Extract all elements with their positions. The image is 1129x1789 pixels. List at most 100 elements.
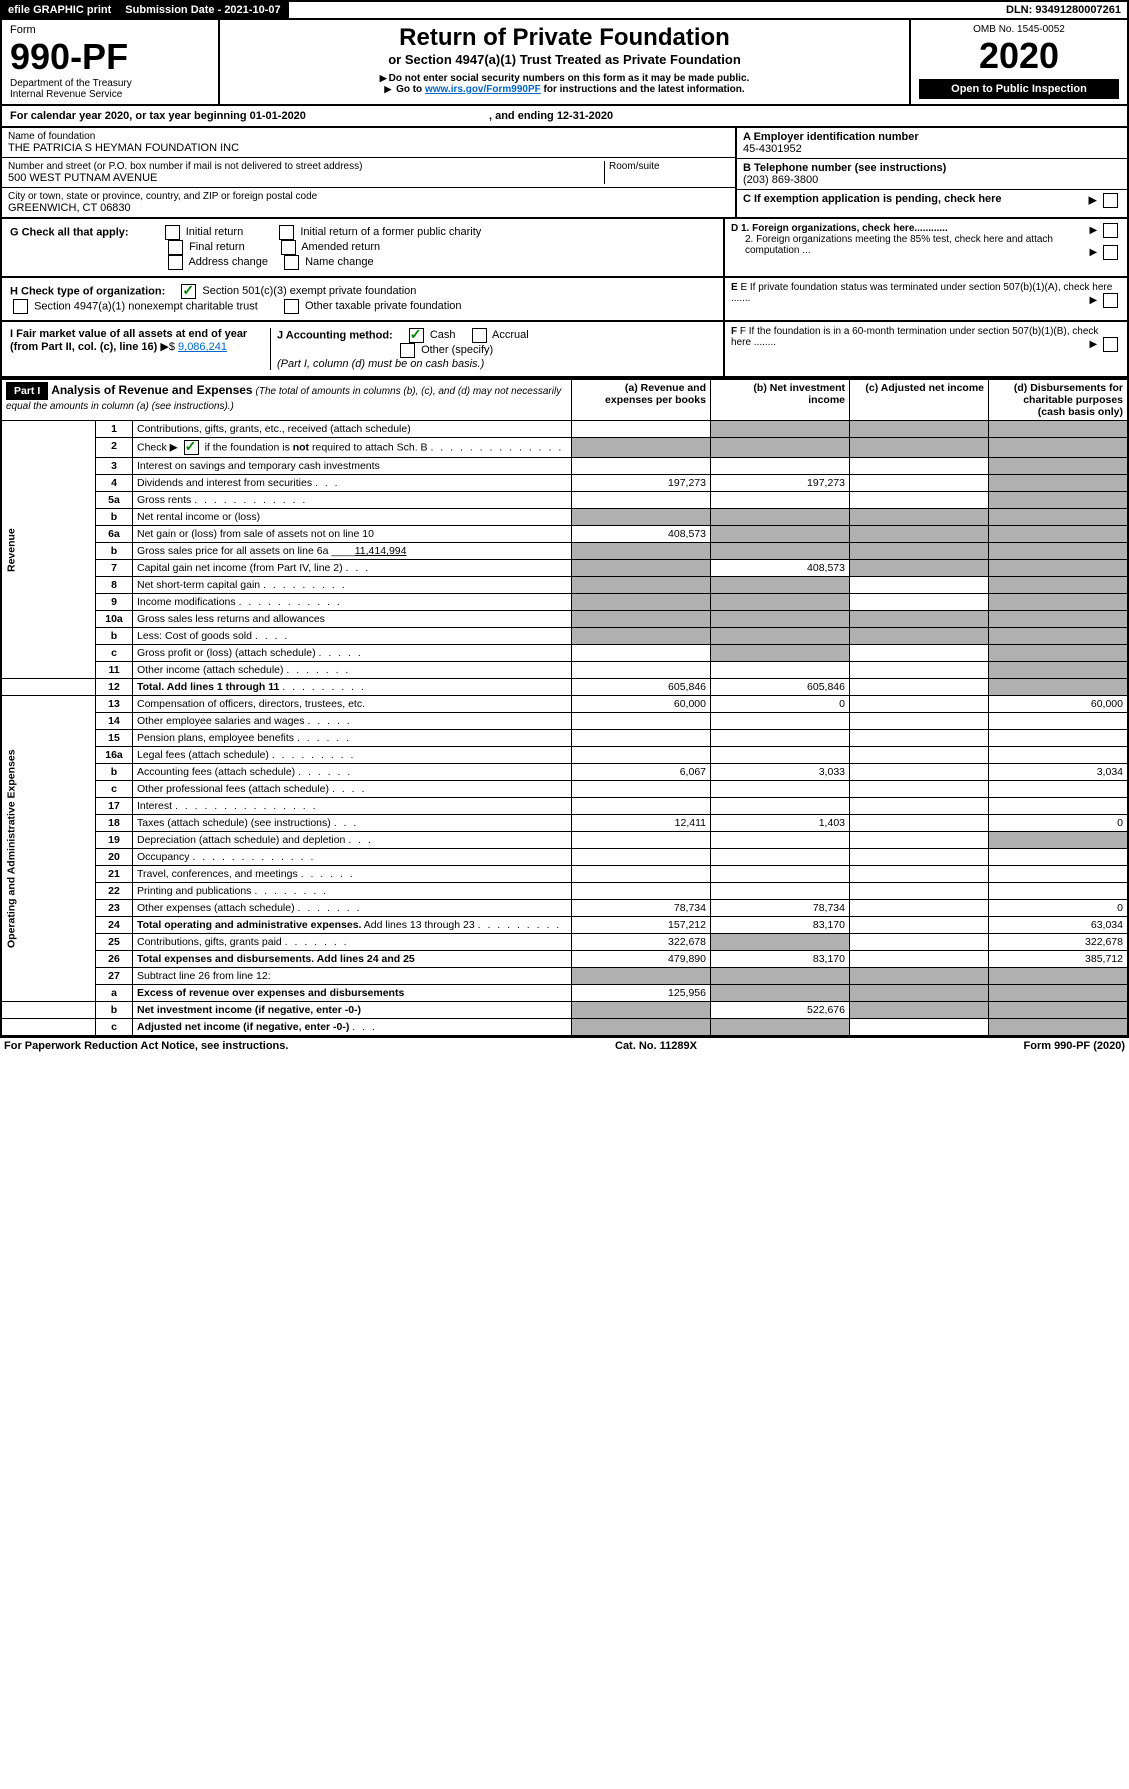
row-22: Printing and publications . . . . . . . … xyxy=(133,883,572,900)
form-link[interactable]: www.irs.gov/Form990PF xyxy=(425,84,541,95)
expenses-label: Operating and Administrative Expenses xyxy=(1,696,96,1002)
section-g-d: G Check all that apply: Initial return I… xyxy=(0,219,1129,278)
cb-initial-former[interactable] xyxy=(279,225,294,240)
d2-label: 2. Foreign organizations meeting the 85%… xyxy=(745,234,1053,256)
i-left: I Fair market value of all assets at end… xyxy=(2,322,723,376)
city-cell: City or town, state or province, country… xyxy=(2,188,735,217)
footer-right: Form 990-PF (2020) xyxy=(1024,1040,1126,1052)
f-right: F F If the foundation is in a 60-month t… xyxy=(723,322,1127,376)
opt-other-method: Other (specify) xyxy=(421,344,493,356)
val-24b: 83,170 xyxy=(711,917,850,934)
i-value[interactable]: 9,086,241 xyxy=(178,341,227,353)
val-23a: 78,734 xyxy=(572,900,711,917)
val-16ba: 6,067 xyxy=(572,764,711,781)
e-right: E E If private foundation status was ter… xyxy=(723,278,1127,320)
header-center: Return of Private Foundation or Section … xyxy=(220,20,909,104)
val-6aa: 408,573 xyxy=(572,526,711,543)
d-right: D 1. Foreign organizations, check here..… xyxy=(723,219,1127,276)
val-27aa: 125,956 xyxy=(572,985,711,1002)
val-18d: 0 xyxy=(989,815,1129,832)
cb-amended[interactable] xyxy=(281,240,296,255)
row-24: Total operating and administrative expen… xyxy=(133,917,572,934)
row-12: Total. Add lines 1 through 11 . . . . . … xyxy=(133,679,572,696)
section-i-f: I Fair market value of all assets at end… xyxy=(0,322,1129,378)
tax-year: 2020 xyxy=(919,35,1119,77)
row-19: Depreciation (attach schedule) and deple… xyxy=(133,832,572,849)
cb-f[interactable] xyxy=(1103,337,1118,352)
irs-label: Internal Revenue Service xyxy=(10,89,210,100)
phone-value: (203) 869-3800 xyxy=(743,174,1121,186)
val-7b: 408,573 xyxy=(711,560,850,577)
val-18b: 1,403 xyxy=(711,815,850,832)
row-1: Contributions, gifts, grants, etc., rece… xyxy=(133,421,572,438)
cb-other-method[interactable] xyxy=(400,343,415,358)
opt-addr-change: Address change xyxy=(188,256,268,268)
city-label: City or town, state or province, country… xyxy=(8,191,729,202)
cb-d1[interactable] xyxy=(1103,223,1118,238)
ein-label: A Employer identification number xyxy=(743,131,1121,143)
omb-label: OMB No. 1545-0052 xyxy=(919,24,1119,35)
form-label: Form xyxy=(10,24,210,36)
row-8: Net short-term capital gain . . . . . . … xyxy=(133,577,572,594)
room-label: Room/suite xyxy=(609,161,729,172)
row-27a: Excess of revenue over expenses and disb… xyxy=(133,985,572,1002)
cb-name-change[interactable] xyxy=(284,255,299,270)
row-6a: Net gain or (loss) from sale of assets n… xyxy=(133,526,572,543)
row-5b: Net rental income or (loss) xyxy=(133,509,572,526)
footer-left: For Paperwork Reduction Act Notice, see … xyxy=(4,1040,288,1052)
phone-label: B Telephone number (see instructions) xyxy=(743,162,1121,174)
col-b-header: (b) Net investment income xyxy=(711,379,850,421)
row-23: Other expenses (attach schedule) . . . .… xyxy=(133,900,572,917)
cb-accrual[interactable] xyxy=(472,328,487,343)
opt-501c3: Section 501(c)(3) exempt private foundat… xyxy=(202,285,416,297)
cb-501c3[interactable] xyxy=(181,284,196,299)
page-footer: For Paperwork Reduction Act Notice, see … xyxy=(0,1037,1129,1054)
h-label: H Check type of organization: xyxy=(10,285,165,297)
cb-schb[interactable] xyxy=(184,440,199,455)
row-26: Total expenses and disbursements. Add li… xyxy=(133,951,572,968)
row-11: Other income (attach schedule) . . . . .… xyxy=(133,662,572,679)
val-25d: 322,678 xyxy=(989,934,1129,951)
row-14: Other employee salaries and wages . . . … xyxy=(133,713,572,730)
checkbox-c[interactable] xyxy=(1103,193,1118,208)
foundation-name: THE PATRICIA S HEYMAN FOUNDATION INC xyxy=(8,142,729,154)
cal-year-begin: For calendar year 2020, or tax year begi… xyxy=(10,110,306,122)
cb-e[interactable] xyxy=(1103,293,1118,308)
cal-year-end: , and ending 12-31-2020 xyxy=(489,110,613,122)
form-title: Return of Private Foundation xyxy=(228,24,901,52)
h-left: H Check type of organization: Section 50… xyxy=(2,278,723,320)
val-13d: 60,000 xyxy=(989,696,1129,713)
cb-other-tax[interactable] xyxy=(284,299,299,314)
warn2-prefix: Go to xyxy=(396,84,425,95)
addr-label: Number and street (or P.O. box number if… xyxy=(8,161,604,172)
cb-cash[interactable] xyxy=(409,328,424,343)
cb-final[interactable] xyxy=(168,240,183,255)
val-16bd: 3,034 xyxy=(989,764,1129,781)
row-10b: Less: Cost of goods sold . . . . xyxy=(133,628,572,645)
ein-cell: A Employer identification number 45-4301… xyxy=(737,128,1127,159)
part1-title: Analysis of Revenue and Expenses xyxy=(51,383,252,397)
ein-value: 45-4301952 xyxy=(743,143,1121,155)
foundation-city: GREENWICH, CT 06830 xyxy=(8,202,729,214)
calendar-year-row: For calendar year 2020, or tax year begi… xyxy=(0,106,1129,128)
row-18: Taxes (attach schedule) (see instruction… xyxy=(133,815,572,832)
row-5a: Gross rents . . . . . . . . . . . . xyxy=(133,492,572,509)
open-public: Open to Public Inspection xyxy=(919,79,1119,99)
opt-4947: Section 4947(a)(1) nonexempt charitable … xyxy=(34,300,258,312)
cb-initial[interactable] xyxy=(165,225,180,240)
cb-4947[interactable] xyxy=(13,299,28,314)
foundation-addr: 500 WEST PUTNAM AVENUE xyxy=(8,172,604,184)
val-23d: 0 xyxy=(989,900,1129,917)
c-label: C If exemption application is pending, c… xyxy=(743,193,1002,205)
form-header: Form 990-PF Department of the Treasury I… xyxy=(0,20,1129,106)
opt-initial-former: Initial return of a former public charit… xyxy=(300,226,481,238)
cb-addr-change[interactable] xyxy=(168,255,183,270)
val-26d: 385,712 xyxy=(989,951,1129,968)
d1-row: D 1. Foreign organizations, check here..… xyxy=(731,223,1121,234)
warn2: Go to www.irs.gov/Form990PF for instruct… xyxy=(228,84,901,95)
val-4b: 197,273 xyxy=(711,475,850,492)
row-27c: Adjusted net income (if negative, enter … xyxy=(133,1019,572,1037)
opt-accrual: Accrual xyxy=(492,329,529,341)
val-13a: 60,000 xyxy=(572,696,711,713)
cb-d2[interactable] xyxy=(1103,245,1118,260)
